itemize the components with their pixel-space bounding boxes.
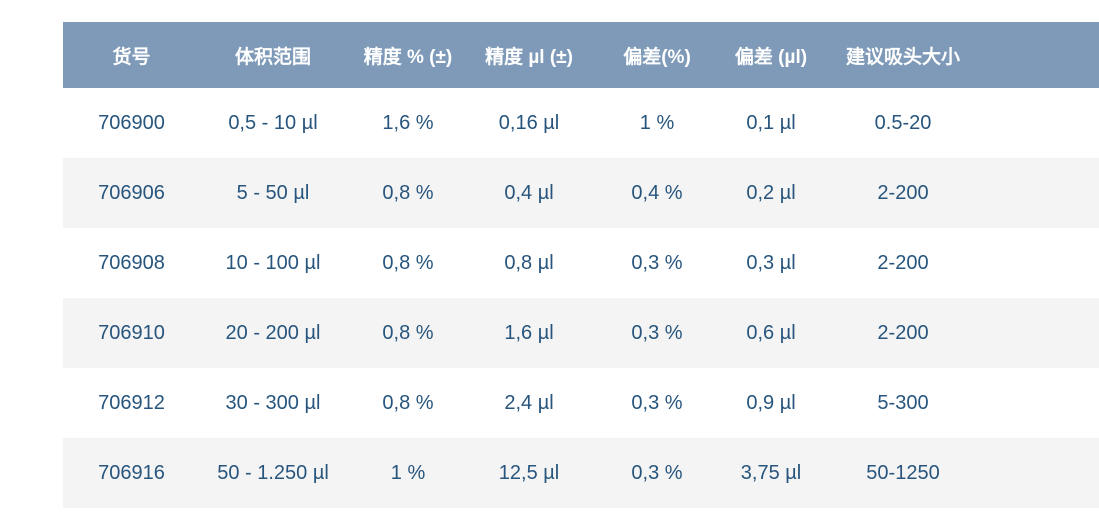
table-row: 706910 20 - 200 µl 0,8 % 1,6 µl 0,3 % 0,…: [63, 298, 1099, 368]
cell-volume-range: 5 - 50 µl: [236, 181, 310, 204]
cell-recommended-tip-size: 2-200: [877, 321, 929, 344]
cell-recommended-tip-size: 0.5-20: [874, 111, 932, 134]
column-header-precision-percent: 精度 % (±): [346, 22, 470, 88]
table-row: 706906 5 - 50 µl 0,8 % 0,4 µl 0,4 % 0,2 …: [63, 158, 1099, 228]
cell-deviation-percent: 1 %: [639, 111, 675, 134]
cell-deviation-percent: 0,3 %: [631, 461, 683, 484]
cell-item-number: 706916: [98, 461, 165, 484]
cell-deviation-ul: 0,9 µl: [746, 391, 796, 414]
column-header-recommended-tip-size: 建议吸头大小: [816, 22, 990, 88]
cell-deviation-percent: 0,3 %: [631, 321, 683, 344]
cell-deviation-ul: 3,75 µl: [740, 461, 802, 484]
cell-precision-percent: 0,8 %: [382, 181, 434, 204]
cell-recommended-tip-size: 50-1250: [866, 461, 940, 484]
cell-volume-range: 50 - 1.250 µl: [217, 461, 329, 484]
cell-item-number: 706912: [98, 391, 165, 414]
table-row: 706908 10 - 100 µl 0,8 % 0,8 µl 0,3 % 0,…: [63, 228, 1099, 298]
cell-item-number: 706910: [98, 321, 165, 344]
cell-volume-range: 30 - 300 µl: [225, 391, 321, 414]
cell-precision-ul: 0,16 µl: [498, 111, 560, 134]
cell-precision-percent: 0,8 %: [382, 321, 434, 344]
column-header-deviation-percent: 偏差(%): [588, 22, 726, 88]
cell-precision-ul: 12,5 µl: [498, 461, 560, 484]
column-header-volume-range: 体积范围: [200, 22, 346, 88]
cell-filler: [990, 438, 1099, 508]
column-header-precision-ul: 精度 µl (±): [470, 22, 588, 88]
cell-precision-ul: 2,4 µl: [504, 391, 554, 414]
cell-volume-range: 0,5 - 10 µl: [228, 111, 318, 134]
pipette-spec-table-container: 货号 体积范围 精度 % (±) 精度 µl (±) 偏差(%) 偏差 (µl)…: [63, 22, 1099, 508]
cell-precision-ul: 0,4 µl: [504, 181, 554, 204]
cell-recommended-tip-size: 2-200: [877, 181, 929, 204]
cell-filler: [990, 228, 1099, 298]
table-row: 706912 30 - 300 µl 0,8 % 2,4 µl 0,3 % 0,…: [63, 368, 1099, 438]
cell-item-number: 706900: [98, 111, 165, 134]
cell-deviation-ul: 0,6 µl: [746, 321, 796, 344]
cell-deviation-ul: 0,2 µl: [746, 181, 796, 204]
cell-volume-range: 20 - 200 µl: [225, 321, 321, 344]
cell-deviation-ul: 0,1 µl: [746, 111, 796, 134]
cell-precision-ul: 1,6 µl: [504, 321, 554, 344]
cell-deviation-ul: 0,3 µl: [746, 251, 796, 274]
table-row: 706900 0,5 - 10 µl 1,6 % 0,16 µl 1 % 0,1…: [63, 88, 1099, 158]
cell-precision-percent: 1 %: [390, 461, 426, 484]
cell-precision-percent: 0,8 %: [382, 391, 434, 414]
header-row: 货号 体积范围 精度 % (±) 精度 µl (±) 偏差(%) 偏差 (µl)…: [63, 22, 1099, 88]
cell-recommended-tip-size: 2-200: [877, 251, 929, 274]
cell-item-number: 706906: [98, 181, 165, 204]
cell-recommended-tip-size: 5-300: [877, 391, 929, 414]
cell-deviation-percent: 0,4 %: [631, 181, 683, 204]
cell-volume-range: 10 - 100 µl: [225, 251, 321, 274]
cell-filler: [990, 88, 1099, 158]
cell-filler: [990, 368, 1099, 438]
pipette-spec-table: 货号 体积范围 精度 % (±) 精度 µl (±) 偏差(%) 偏差 (µl)…: [63, 22, 1099, 508]
column-header-deviation-ul: 偏差 (µl): [726, 22, 816, 88]
cell-deviation-percent: 0,3 %: [631, 251, 683, 274]
cell-filler: [990, 298, 1099, 368]
cell-filler: [990, 158, 1099, 228]
cell-precision-ul: 0,8 µl: [504, 251, 554, 274]
cell-precision-percent: 1,6 %: [382, 111, 434, 134]
cell-precision-percent: 0,8 %: [382, 251, 434, 274]
cell-deviation-percent: 0,3 %: [631, 391, 683, 414]
cell-item-number: 706908: [98, 251, 165, 274]
table-row: 706916 50 - 1.250 µl 1 % 12,5 µl 0,3 % 3…: [63, 438, 1099, 508]
column-header-filler: [990, 22, 1099, 88]
column-header-item-number: 货号: [63, 22, 200, 88]
